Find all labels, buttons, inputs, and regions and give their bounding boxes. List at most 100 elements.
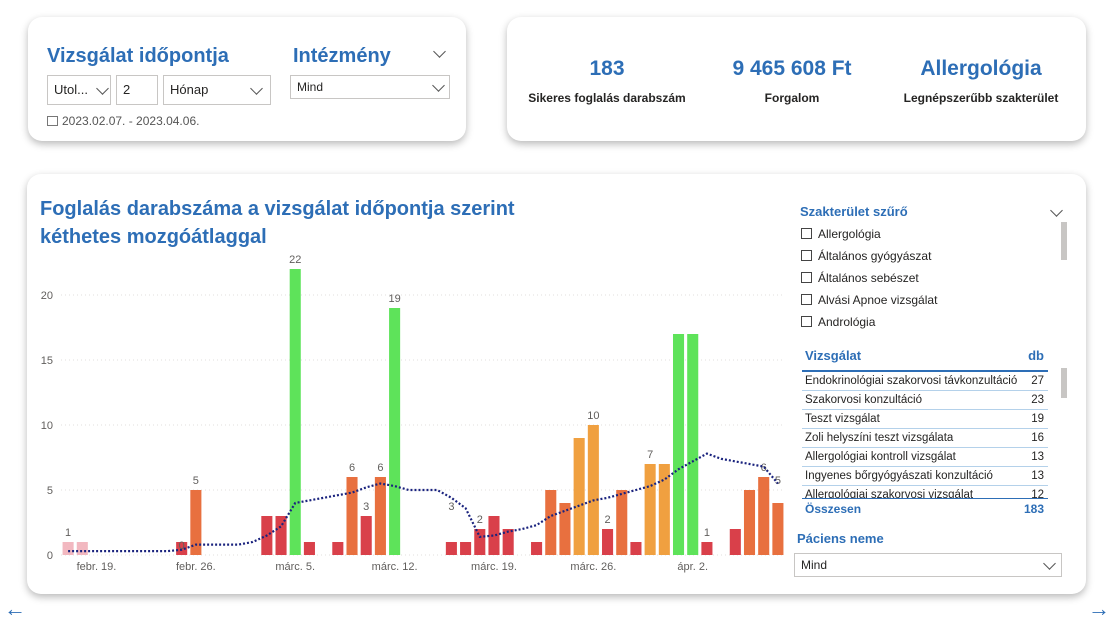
bar-data-label: 5 (775, 475, 781, 487)
chart-bar (190, 490, 202, 555)
calendar-icon (47, 116, 58, 126)
chart-bar (729, 529, 741, 555)
specialty-option[interactable]: Andrológia (801, 315, 875, 329)
chart-bar (275, 516, 287, 555)
chart-bar (644, 464, 656, 555)
chart-bar (587, 425, 599, 555)
specialty-option[interactable]: Alvási Apnoe vizsgálat (801, 293, 937, 307)
chevron-down-icon (96, 82, 109, 95)
kpi-bookings-label: Sikeres foglalás darabszám (528, 91, 686, 105)
table-row[interactable]: Szakorvosi konzultáció 23 (802, 391, 1048, 410)
date-range-text: 2023.02.07. - 2023.04.06. (62, 114, 200, 128)
table-cell-count: 27 (1031, 375, 1044, 387)
table-row[interactable]: Ingyenes bőrgyógyászati konzultáció 13 (802, 467, 1048, 486)
specialty-option[interactable]: Allergológia (801, 227, 881, 241)
specialty-option-label: Általános sebészet (818, 271, 919, 285)
chart-bar (62, 542, 74, 555)
bar-data-label: 7 (647, 449, 653, 461)
prev-page-arrow-icon[interactable]: ← (4, 596, 26, 621)
table-scrollbar[interactable] (1061, 368, 1067, 398)
chart-bar (176, 542, 188, 555)
kpi-bookings-value: 183 (589, 57, 625, 80)
period-unit-dropdown[interactable]: Hónap (163, 75, 271, 105)
table-row[interactable]: Endokrinológiai szakorvosi távkonzultáci… (802, 372, 1048, 391)
chart-bar (460, 542, 472, 555)
next-page-arrow-icon[interactable]: → (1088, 596, 1110, 621)
chevron-down-icon (432, 79, 445, 92)
bar-data-label: 1 (704, 527, 710, 539)
specialty-option-label: Allergológia (818, 227, 881, 241)
chart-bar (658, 464, 670, 555)
chart-bar (488, 516, 500, 555)
table-cell-count: 23 (1031, 394, 1044, 406)
date-filter-title: Vizsgálat időpontja (47, 45, 229, 67)
checkbox[interactable] (801, 316, 812, 327)
specialty-option-label: Általános gyógyászat (818, 249, 932, 263)
period-count-input[interactable]: 2 (116, 75, 158, 105)
chart-bar (374, 477, 386, 555)
specialty-option[interactable]: Általános sebészet (801, 271, 919, 285)
chevron-down-icon[interactable] (433, 45, 446, 58)
table-col-count[interactable]: db (1028, 348, 1044, 363)
chart-bar (474, 529, 486, 555)
x-tick-label: febr. 19. (77, 561, 117, 573)
patient-gender-value: Mind (801, 558, 828, 572)
table-cell-exam: Allergológiai kontroll vizsgálat (805, 451, 956, 463)
checkbox[interactable] (801, 250, 812, 261)
specialty-scrollbar[interactable] (1061, 222, 1067, 260)
table-row[interactable]: Zoli helyszíni teszt vizsgálata 16 (802, 429, 1048, 448)
kpi-revenue: 9 465 608 Ft Forgalom (702, 57, 882, 105)
patient-gender-dropdown[interactable]: Mind (794, 553, 1062, 577)
kpi-bookings: 183 Sikeres foglalás darabszám (517, 57, 697, 105)
bar-data-label: 22 (289, 254, 301, 266)
chevron-down-icon (250, 82, 263, 95)
y-tick-label: 20 (41, 290, 53, 302)
table-cell-exam: Endokrinológiai szakorvosi távkonzultáci… (805, 375, 1018, 387)
table-cell-count: 19 (1031, 413, 1044, 425)
specialty-option-label: Andrológia (818, 315, 876, 329)
main-chart-card: Foglalás darabszáma a vizsgálat időpontj… (27, 174, 1086, 594)
bar-data-label: 3 (363, 501, 369, 513)
checkbox[interactable] (801, 228, 812, 239)
chart-bar (573, 438, 585, 555)
checkbox[interactable] (801, 272, 812, 283)
table-col-exam[interactable]: Vizsgálat (805, 348, 862, 363)
period-count-value: 2 (123, 82, 131, 97)
chart-title: Foglalás darabszáma a vizsgálat időpontj… (40, 195, 515, 251)
x-tick-label: márc. 12. (372, 561, 418, 573)
table-row[interactable]: Teszt vizsgálat 19 (802, 410, 1048, 429)
bar-data-label: 5 (193, 475, 199, 487)
x-tick-label: febr. 26. (176, 561, 216, 573)
chevron-down-icon[interactable] (1050, 204, 1063, 217)
institution-value: Mind (297, 80, 324, 94)
chart-bar (502, 529, 514, 555)
chart-bar (531, 542, 543, 555)
exam-table: Vizsgálat db Endokrinológiai szakorvosi … (802, 344, 1048, 518)
chart-bar (772, 503, 784, 555)
institution-dropdown[interactable]: Mind (290, 75, 450, 99)
y-tick-label: 5 (47, 485, 53, 497)
kpi-top-specialty: Allergológia Legnépszerűbb szakterület (887, 57, 1075, 105)
period-mode-dropdown[interactable]: Utol... (47, 75, 111, 105)
table-cell-exam: Allergológiai szakorvosi vizsgálat (805, 489, 974, 498)
chart-bar (687, 334, 699, 555)
chart-bar (758, 477, 770, 555)
chart-bar (743, 490, 756, 555)
chart-bar (545, 490, 557, 555)
checkbox[interactable] (801, 294, 812, 305)
x-tick-label: márc. 19. (471, 561, 517, 573)
kpi-card: 183 Sikeres foglalás darabszám 9 465 608… (507, 17, 1086, 141)
table-row[interactable]: Allergológiai kontroll vizsgálat 13 (802, 448, 1048, 467)
table-cell-count: 16 (1031, 432, 1044, 444)
chart-bar (346, 477, 358, 555)
table-cell-exam: Szakorvosi konzultáció (805, 394, 922, 406)
table-row[interactable]: Allergológiai szakorvosi vizsgálat 12 (802, 486, 1048, 498)
specialty-option[interactable]: Általános gyógyászat (801, 249, 931, 263)
x-tick-label: márc. 5. (275, 561, 315, 573)
table-total-value: 183 (1023, 502, 1044, 516)
patient-gender-title: Páciens neme (797, 531, 884, 546)
chart-bar (701, 542, 713, 555)
bar-data-label: 3 (448, 501, 454, 513)
kpi-revenue-value: 9 465 608 Ft (732, 57, 852, 80)
